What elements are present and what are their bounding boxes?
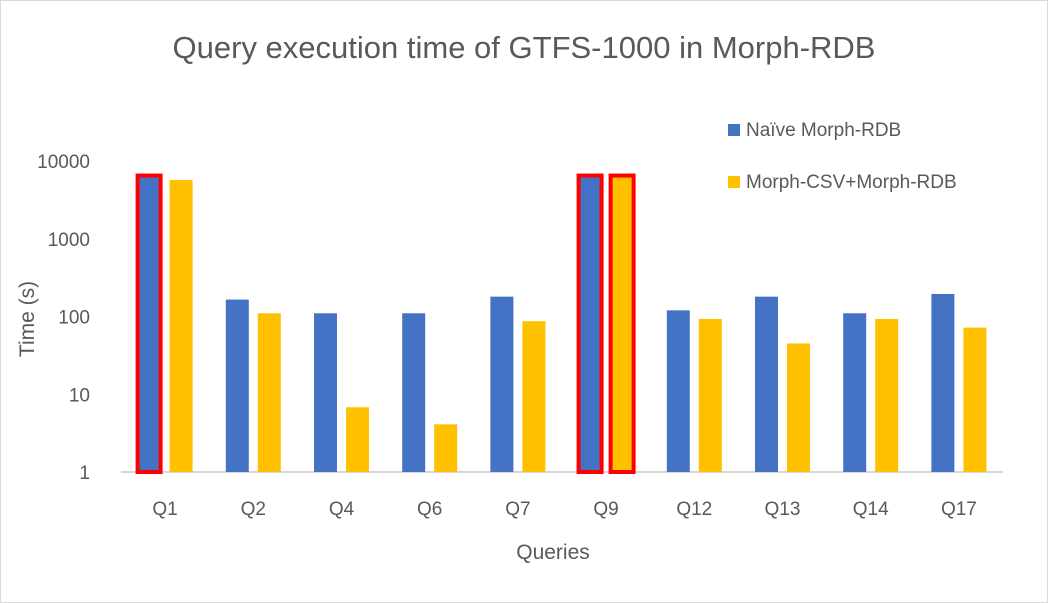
bar-naive-morph-rdb-q4	[314, 313, 337, 472]
x-tick-label: Q17	[941, 499, 977, 520]
x-tick-label: Q1	[152, 499, 177, 520]
x-tick-label: Q6	[417, 499, 442, 520]
x-tick-labels: Q1 Q2 Q4 Q6 Q7 Q9 Q12 Q13 Q14 Q17	[152, 499, 976, 520]
y-tick-label: 1	[79, 463, 90, 484]
bar-morph-csv-morph-rdb-q4	[346, 407, 369, 472]
bar-morph-csv-morph-rdb-q17	[963, 327, 987, 472]
bar-naive-morph-rdb-q2	[225, 299, 249, 472]
bar-morph-csv-morph-rdb-q12	[698, 318, 722, 472]
bar-morph-csv-morph-rdb-q1	[169, 179, 193, 473]
legend-label: Naïve Morph-RDB	[746, 120, 901, 141]
bar-naive-morph-rdb-q14	[843, 313, 867, 472]
y-tick-label: 10000	[37, 152, 90, 173]
bar-morph-csv-morph-rdb-q9	[608, 173, 636, 474]
bar-morph-csv-morph-rdb-q14	[875, 318, 899, 472]
x-tick-label: Q13	[765, 499, 801, 520]
bar-naive-morph-rdb-q1	[135, 173, 163, 474]
x-tick-label: Q4	[329, 499, 355, 520]
bar-naive-morph-rdb-q12	[666, 310, 690, 472]
bar-morph-csv-morph-rdb-q6	[434, 424, 458, 472]
y-tick-label: 100	[58, 308, 90, 329]
chart-title: Query execution time of GTFS-1000 in Mor…	[173, 30, 876, 65]
bar-naive-morph-rdb-q7	[490, 296, 514, 472]
bars	[135, 173, 987, 474]
x-tick-label: Q12	[676, 499, 712, 520]
y-tick-label: 10	[69, 385, 90, 406]
bar-naive-morph-rdb-q9	[576, 173, 604, 474]
y-tick-label: 1000	[48, 230, 90, 251]
x-axis-title: Queries	[516, 541, 590, 564]
bar-morph-csv-morph-rdb-q13	[787, 343, 810, 472]
x-tick-label: Q2	[241, 499, 266, 520]
bar-naive-morph-rdb-q17	[931, 293, 955, 472]
legend-swatch	[728, 124, 740, 136]
legend-swatch	[728, 176, 740, 188]
bar-morph-csv-morph-rdb-q7	[522, 321, 546, 472]
y-tick-labels: 1 10 100 1000 10000	[37, 152, 90, 484]
legend-label: Morph-CSV+Morph-RDB	[746, 172, 957, 193]
bar-naive-morph-rdb-q13	[755, 296, 778, 472]
bar-naive-morph-rdb-q6	[402, 313, 426, 472]
x-tick-label: Q7	[505, 499, 530, 520]
legend: Naïve Morph-RDB Morph-CSV+Morph-RDB	[728, 120, 957, 193]
y-axis-title: Time (s)	[16, 281, 39, 357]
bar-morph-csv-morph-rdb-q2	[257, 313, 281, 472]
x-tick-label: Q9	[593, 499, 618, 520]
x-tick-label: Q14	[853, 499, 889, 520]
